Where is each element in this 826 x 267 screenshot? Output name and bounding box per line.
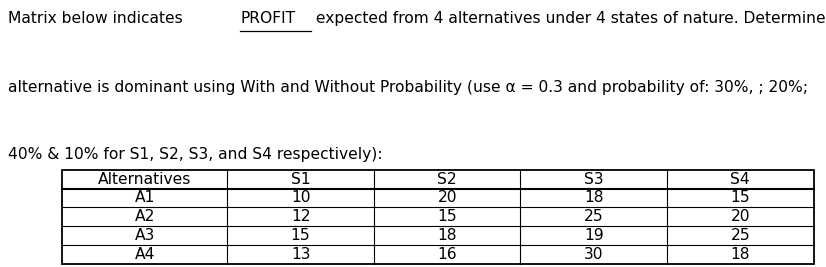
Text: PROFIT: PROFIT <box>240 11 295 26</box>
Text: 15: 15 <box>730 190 750 206</box>
Text: 25: 25 <box>584 209 604 225</box>
Text: 10: 10 <box>291 190 311 206</box>
Text: 18: 18 <box>730 247 750 262</box>
Text: S4: S4 <box>730 171 750 187</box>
Text: alternative is dominant using With and Without Probability (use α = 0.3 and prob: alternative is dominant using With and W… <box>8 80 809 95</box>
Text: Matrix below indicates: Matrix below indicates <box>8 11 188 26</box>
Text: S2: S2 <box>437 171 457 187</box>
Text: 30: 30 <box>584 247 604 262</box>
Text: 15: 15 <box>437 209 457 225</box>
Text: 20: 20 <box>730 209 750 225</box>
Text: 19: 19 <box>584 228 604 244</box>
Text: A1: A1 <box>135 190 154 206</box>
Text: 18: 18 <box>584 190 604 206</box>
Text: 20: 20 <box>438 190 457 206</box>
Text: S3: S3 <box>584 171 604 187</box>
Text: 13: 13 <box>291 247 311 262</box>
Text: 25: 25 <box>730 228 750 244</box>
Text: Alternatives: Alternatives <box>98 171 192 187</box>
Text: 40% & 10% for S1, S2, S3, and S4 respectively):: 40% & 10% for S1, S2, S3, and S4 respect… <box>8 147 382 162</box>
Text: A2: A2 <box>135 209 154 225</box>
Text: expected from 4 alternatives under 4 states of nature. Determine which: expected from 4 alternatives under 4 sta… <box>311 11 826 26</box>
Text: 15: 15 <box>291 228 311 244</box>
Text: A4: A4 <box>135 247 155 262</box>
Text: 18: 18 <box>438 228 457 244</box>
Text: S1: S1 <box>291 171 311 187</box>
Text: 12: 12 <box>291 209 311 225</box>
Text: 16: 16 <box>437 247 457 262</box>
Text: A3: A3 <box>135 228 154 244</box>
